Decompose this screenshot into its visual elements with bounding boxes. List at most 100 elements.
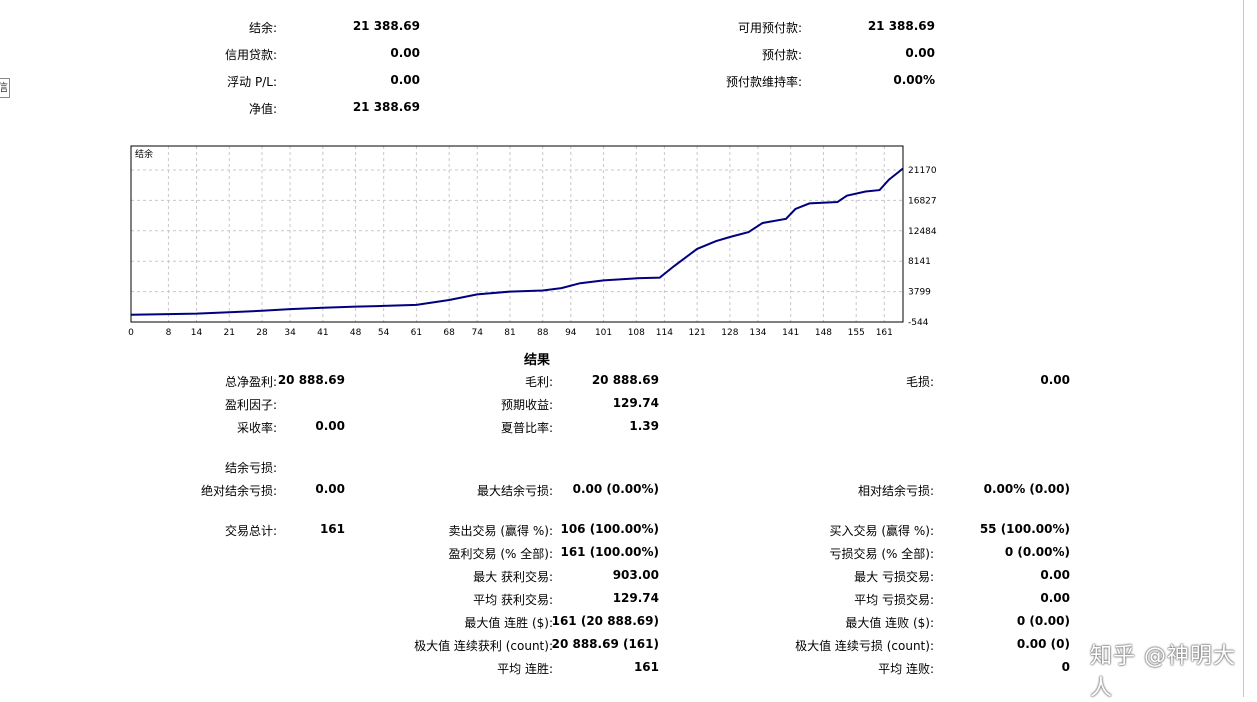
profit-factor-label: 盈利因子: bbox=[224, 398, 277, 412]
sharpe-ratio-value: 1.39 bbox=[629, 419, 659, 433]
y-tick-label: 12484 bbox=[908, 227, 937, 237]
x-tick-label: 8 bbox=[166, 328, 172, 338]
x-tick-label: 114 bbox=[656, 328, 673, 338]
x-tick-label: 128 bbox=[721, 328, 738, 338]
total-trades-value: 161 bbox=[319, 522, 345, 536]
avg-profit-value: 129.74 bbox=[612, 591, 659, 605]
max-cons-losses-value: 0 (0.00) bbox=[1016, 614, 1070, 628]
max-cons-wins-value: 161 (20 888.69) bbox=[551, 614, 659, 628]
x-tick-label: 134 bbox=[749, 328, 766, 338]
avg-cons-losses-label: 平均 连败: bbox=[878, 662, 934, 676]
free-margin-value: 21 388.69 bbox=[867, 19, 935, 33]
plot-frame bbox=[130, 145, 904, 323]
long-trades-value: 55 (100.00%) bbox=[979, 522, 1070, 536]
x-tick-label: 68 bbox=[443, 328, 455, 338]
free-margin-label: 可用预付款: bbox=[737, 21, 802, 35]
sharpe-ratio-label: 夏普比率: bbox=[500, 421, 553, 435]
max-cons-wins-label: 最大值 连胜 ($): bbox=[464, 616, 553, 630]
max-cons-profit-value: 20 888.69 (161) bbox=[551, 637, 659, 651]
max-cons-losses-label: 最大值 连败 ($): bbox=[845, 616, 934, 630]
x-tick-label: 161 bbox=[876, 328, 893, 338]
y-tick-label: 21170 bbox=[908, 166, 937, 176]
plot-area bbox=[130, 145, 904, 323]
expected-payoff-label: 预期收益: bbox=[500, 398, 553, 412]
x-tick-label: 0 bbox=[128, 328, 134, 338]
margin-value: 0.00 bbox=[905, 46, 935, 60]
largest-loss-value: 0.00 bbox=[1040, 568, 1070, 582]
x-tick-label: 54 bbox=[378, 328, 390, 338]
absolute-drawdown-label: 绝对结余亏损: bbox=[200, 484, 277, 498]
x-tick-label: 121 bbox=[689, 328, 706, 338]
credit-label: 信用贷款: bbox=[224, 48, 277, 62]
credit-value: 0.00 bbox=[390, 46, 420, 60]
recovery-factor-label: 采收率: bbox=[236, 421, 277, 435]
balance-value: 21 388.69 bbox=[352, 19, 420, 33]
total-trades-label: 交易总计: bbox=[224, 524, 277, 538]
margin-label: 预付款: bbox=[761, 48, 802, 62]
x-tick-label: 141 bbox=[782, 328, 799, 338]
x-tick-label: 61 bbox=[411, 328, 422, 338]
largest-loss-label: 最大 亏损交易: bbox=[854, 570, 934, 584]
y-tick-label: -544 bbox=[908, 318, 929, 328]
max-cons-loss-label: 极大值 连续亏损 (count): bbox=[795, 639, 934, 653]
balance-chart: -544 3799 8141 12484 16827 21170 0 8 14 21 28 34 41 4… bbox=[128, 145, 937, 338]
chart-legend-label: 结余 bbox=[135, 148, 153, 160]
left-window-stub[interactable]: 信 bbox=[0, 78, 10, 98]
short-trades-label: 卖出交易 (赢得 %): bbox=[448, 524, 553, 538]
x-tick-label: 21 bbox=[224, 328, 235, 338]
x-tick-label: 14 bbox=[191, 328, 203, 338]
balance-label: 结余: bbox=[248, 21, 277, 35]
absolute-drawdown-value: 0.00 bbox=[315, 482, 345, 496]
x-tick-label: 88 bbox=[537, 328, 549, 338]
x-tick-label: 74 bbox=[472, 328, 484, 338]
gross-loss-label: 毛损: bbox=[905, 375, 934, 389]
x-tick-label: 48 bbox=[350, 328, 362, 338]
profit-trades-label: 盈利交易 (% 全部): bbox=[448, 547, 553, 561]
avg-cons-wins-label: 平均 连胜: bbox=[497, 662, 553, 676]
equity-label: 净值: bbox=[248, 102, 277, 116]
equity-value: 21 388.69 bbox=[352, 100, 420, 114]
y-tick-label: 3799 bbox=[908, 288, 931, 298]
gross-profit-value: 20 888.69 bbox=[591, 373, 659, 387]
short-trades-value: 106 (100.00%) bbox=[560, 522, 659, 536]
x-tick-label: 94 bbox=[565, 328, 577, 338]
right-border bbox=[1243, 0, 1244, 697]
x-tick-label: 108 bbox=[628, 328, 645, 338]
margin-level-value: 0.00% bbox=[893, 73, 935, 87]
y-tick-label: 8141 bbox=[908, 257, 931, 267]
max-drawdown-value: 0.00 (0.00%) bbox=[572, 482, 659, 496]
loss-trades-value: 0 (0.00%) bbox=[1004, 545, 1070, 559]
max-cons-profit-label: 极大值 连续获利 (count): bbox=[414, 639, 553, 653]
gross-profit-label: 毛利: bbox=[524, 375, 553, 389]
total-net-profit-value: 20 888.69 bbox=[277, 373, 345, 387]
balance-series-line bbox=[130, 167, 904, 316]
largest-profit-label: 最大 获利交易: bbox=[473, 570, 553, 584]
x-tick-label: 28 bbox=[256, 328, 268, 338]
watermark: 知乎 @神明大人 bbox=[1090, 644, 1236, 701]
avg-loss-label: 平均 亏损交易: bbox=[854, 593, 934, 607]
max-drawdown-label: 最大结余亏损: bbox=[476, 484, 553, 498]
avg-cons-wins-value: 161 bbox=[633, 660, 659, 674]
x-tick-label: 41 bbox=[317, 328, 328, 338]
gross-loss-value: 0.00 bbox=[1040, 373, 1070, 387]
recovery-factor-value: 0.00 bbox=[315, 419, 345, 433]
x-tick-label: 34 bbox=[284, 328, 296, 338]
relative-drawdown-value: 0.00% (0.00) bbox=[983, 482, 1070, 496]
max-cons-loss-value: 0.00 (0) bbox=[1016, 637, 1070, 651]
avg-loss-value: 0.00 bbox=[1040, 591, 1070, 605]
y-tick-label: 16827 bbox=[908, 196, 937, 206]
long-trades-label: 买入交易 (赢得 %): bbox=[829, 524, 934, 538]
results-title: 结果 bbox=[524, 353, 551, 368]
margin-level-label: 预付款维持率: bbox=[725, 75, 802, 89]
x-tick-label: 155 bbox=[848, 328, 865, 338]
balance-drawdown-label: 结余亏损: bbox=[224, 461, 277, 475]
avg-cons-losses-value: 0 bbox=[1061, 660, 1070, 674]
x-tick-label: 101 bbox=[595, 328, 612, 338]
largest-profit-value: 903.00 bbox=[612, 568, 659, 582]
total-net-profit-label: 总净盈利: bbox=[224, 375, 277, 389]
x-tick-label: 148 bbox=[815, 328, 832, 338]
profit-trades-value: 161 (100.00%) bbox=[560, 545, 659, 559]
loss-trades-label: 亏损交易 (% 全部): bbox=[829, 547, 934, 561]
floating-pl-label: 浮动 P/L: bbox=[227, 75, 277, 89]
expected-payoff-value: 129.74 bbox=[612, 396, 659, 410]
